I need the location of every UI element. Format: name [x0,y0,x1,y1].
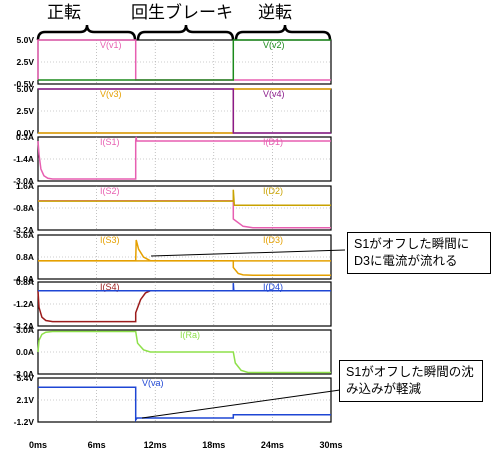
series-label-Ra: I(Ra) [180,330,200,340]
panel-7: 5.4V 2.1V -1.2V V(va) [14,373,332,427]
series-label-v4: V(v4) [263,89,285,99]
series-label-D4: I(D4) [263,282,283,292]
series-Ra [37,330,331,374]
phase-label-reverse: 逆転 [258,3,292,22]
panel-frame [37,185,332,231]
series-D2 [38,189,331,207]
y-tick-label: 0.8A [16,252,34,262]
y-tick-label: -3.0A [13,176,34,186]
brace-forward [36,24,137,41]
series-label-S2: I(S2) [100,186,120,196]
panel-2: 0.3A -1.4A -3.0A I(S1) I(D1) [13,132,332,186]
series-label-D3: I(D3) [263,235,283,245]
series-va [38,386,331,423]
y-tick-label: -4.0A [13,274,34,284]
series-label-S4: I(S4) [100,282,120,292]
brace-reverse [234,24,332,41]
panel-4: 5.6A0.8A-4.0AI(S3) I(D3) [13,230,332,284]
y-tick-label: -3.0A [13,369,34,379]
series-S4 [37,290,331,323]
y-tick-label: -3.2A [13,225,34,235]
series-v4 [38,88,331,134]
y-tick-label: 0.0V [17,128,35,138]
panel-0: 5.0V 2.5V -0.5V V(v1) V(v2) [14,35,332,89]
y-tick-label: 3.0A [16,325,34,335]
panel-1: 5.0V 2.5V 0.0V V(v3) V(v4) [17,84,332,138]
y-tick-label: 5.4V [17,373,35,383]
y-tick-label: -3.2A [13,321,34,331]
y-tick-label: 0.3A [16,132,34,142]
phase-label-regen: 回生ブレーキ [131,2,233,22]
callout-voltage-dip: S1がオフした瞬間の沈み込みが軽減 [339,360,483,402]
callout-d3-current: S1がオフした瞬間にD3に電流が流れる [347,232,491,274]
x-tick-label: 0ms [29,440,47,450]
series-label-S3: I(S3) [100,235,120,245]
series-label-D2: I(D2) [263,186,283,196]
y-tick-label: 0.8A [16,277,34,287]
panel-5: 0.8A -1.2A -3.2A I(S4) I(D4) [13,277,332,331]
x-tick-label: 30ms [319,440,342,450]
y-tick-label: 5.0V [17,35,35,45]
callout-2-pointer [141,389,341,419]
y-tick-label: 2.5V [17,106,35,116]
series-label-S1: I(S1) [100,137,120,147]
y-tick-label: -1.4A [13,154,34,164]
brace-regen [136,24,235,41]
series-label-va: V(va) [142,378,164,388]
y-tick-label: 1.6A [16,181,34,191]
y-tick-label: 5.6A [16,230,34,240]
series-D4 [38,283,331,292]
y-tick-label: 2.1V [17,395,35,405]
x-tick-label: 6ms [88,440,106,450]
y-tick-label: 0.0A [16,347,34,357]
x-tick-label: 12ms [144,440,167,450]
phase-label-forward: 正転 [47,3,81,22]
series-label-v1: V(v1) [100,40,122,50]
series-v2 [38,39,331,81]
y-tick-label: -0.5V [14,79,35,89]
y-tick-label: 2.5V [17,57,35,67]
y-tick-label: 5.0V [17,84,35,94]
y-tick-label: -1.2A [13,299,34,309]
series-label-v2: V(v2) [263,40,285,50]
callout-1-pointer [150,249,346,257]
y-tick-label: -1.2V [14,417,35,427]
x-tick-label: 24ms [261,440,284,450]
series-D1 [134,136,138,142]
panel-3: 1.6A -0.8A -3.2A I(S2) I(D2) [13,181,332,235]
series-S1 [37,140,331,180]
series-label-D1: I(D1) [263,137,283,147]
y-tick-label: -0.8A [13,203,34,213]
panel-6: 3.0A 0.0A -3.0A I(Ra) [13,325,332,379]
series-label-v3: V(v3) [100,89,122,99]
x-tick-label: 18ms [202,440,225,450]
